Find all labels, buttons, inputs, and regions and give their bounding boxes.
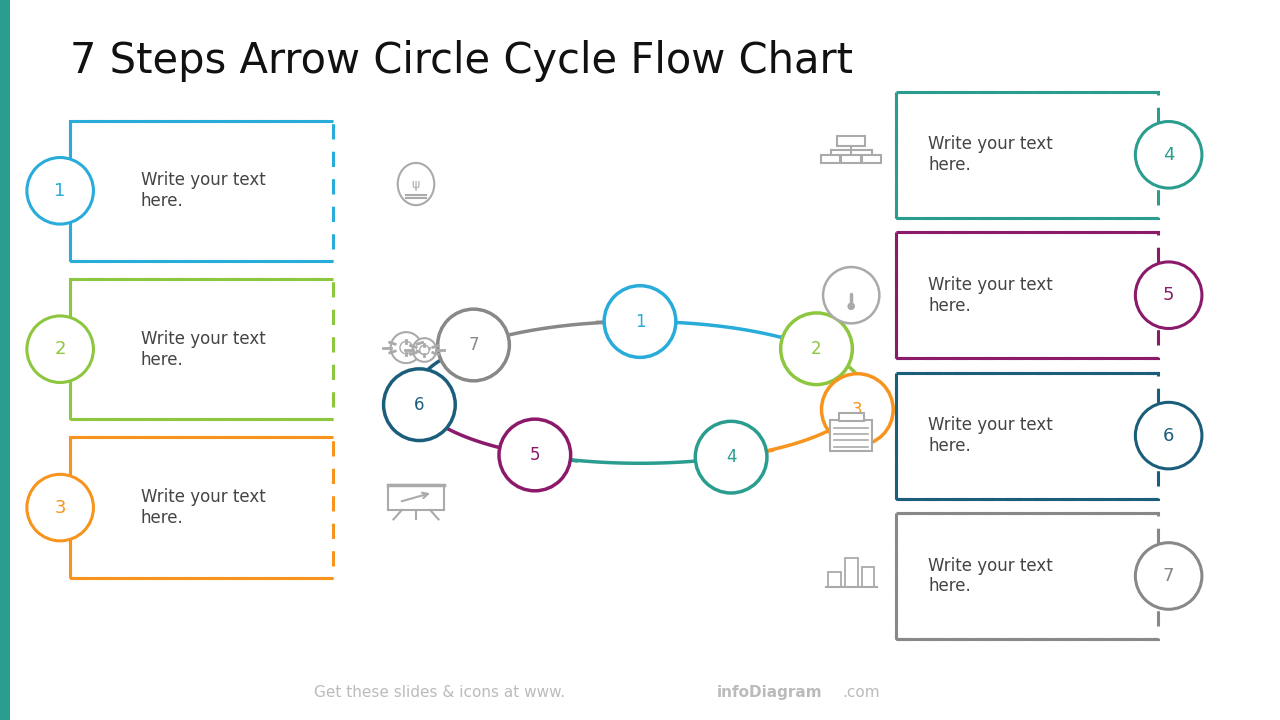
- FancyBboxPatch shape: [838, 413, 864, 420]
- Ellipse shape: [412, 338, 436, 362]
- Ellipse shape: [27, 316, 93, 382]
- Text: 6: 6: [415, 396, 425, 414]
- Text: 2: 2: [812, 340, 822, 358]
- FancyBboxPatch shape: [820, 155, 841, 163]
- Text: 3: 3: [852, 400, 863, 418]
- Ellipse shape: [1135, 543, 1202, 609]
- Text: Write your text
here.: Write your text here.: [141, 488, 265, 527]
- Ellipse shape: [384, 369, 456, 441]
- Text: 5: 5: [530, 446, 540, 464]
- Text: Write your text
here.: Write your text here.: [141, 330, 265, 369]
- FancyBboxPatch shape: [70, 279, 333, 419]
- Ellipse shape: [604, 286, 676, 357]
- FancyBboxPatch shape: [831, 420, 873, 451]
- Ellipse shape: [823, 267, 879, 323]
- Text: Write your text
here.: Write your text here.: [928, 416, 1052, 455]
- Ellipse shape: [1135, 122, 1202, 188]
- Text: 7: 7: [468, 336, 479, 354]
- Text: Write your text
here.: Write your text here.: [928, 276, 1052, 315]
- Ellipse shape: [499, 419, 571, 491]
- Ellipse shape: [1135, 262, 1202, 328]
- FancyBboxPatch shape: [841, 155, 861, 163]
- FancyBboxPatch shape: [388, 485, 444, 510]
- FancyBboxPatch shape: [837, 136, 865, 146]
- Ellipse shape: [1135, 402, 1202, 469]
- Text: 1: 1: [635, 312, 645, 330]
- FancyBboxPatch shape: [896, 373, 1158, 498]
- Text: 5: 5: [1164, 287, 1174, 304]
- Ellipse shape: [822, 374, 893, 446]
- Ellipse shape: [27, 158, 93, 224]
- FancyBboxPatch shape: [896, 513, 1158, 639]
- Text: Write your text
here.: Write your text here.: [928, 135, 1052, 174]
- Ellipse shape: [781, 313, 852, 384]
- FancyBboxPatch shape: [861, 567, 874, 587]
- Text: Get these slides & icons at www.: Get these slides & icons at www.: [314, 685, 564, 700]
- Ellipse shape: [849, 303, 854, 310]
- Text: 6: 6: [1164, 426, 1174, 444]
- Text: 7 Steps Arrow Circle Cycle Flow Chart: 7 Steps Arrow Circle Cycle Flow Chart: [70, 40, 854, 81]
- FancyBboxPatch shape: [861, 155, 882, 163]
- Ellipse shape: [420, 346, 429, 355]
- Text: 4: 4: [1164, 145, 1174, 163]
- Bar: [0, 0, 10, 720]
- Text: 1: 1: [55, 181, 65, 199]
- Ellipse shape: [398, 163, 434, 205]
- Text: infoDiagram: infoDiagram: [717, 685, 823, 700]
- FancyBboxPatch shape: [70, 438, 333, 577]
- Text: 4: 4: [726, 448, 736, 466]
- Text: 3: 3: [55, 498, 65, 517]
- Ellipse shape: [390, 332, 421, 363]
- Ellipse shape: [27, 474, 93, 541]
- Ellipse shape: [438, 309, 509, 381]
- FancyBboxPatch shape: [896, 232, 1158, 359]
- Text: 2: 2: [55, 340, 65, 358]
- Ellipse shape: [399, 341, 412, 354]
- Text: ψ: ψ: [412, 179, 420, 192]
- Text: Write your text
here.: Write your text here.: [928, 557, 1052, 595]
- Text: .com: .com: [842, 685, 879, 700]
- Text: Write your text
here.: Write your text here.: [141, 171, 265, 210]
- FancyBboxPatch shape: [70, 120, 333, 261]
- FancyBboxPatch shape: [845, 558, 858, 587]
- Ellipse shape: [695, 421, 767, 493]
- FancyBboxPatch shape: [828, 572, 841, 587]
- FancyBboxPatch shape: [896, 91, 1158, 217]
- Text: 7: 7: [1164, 567, 1174, 585]
